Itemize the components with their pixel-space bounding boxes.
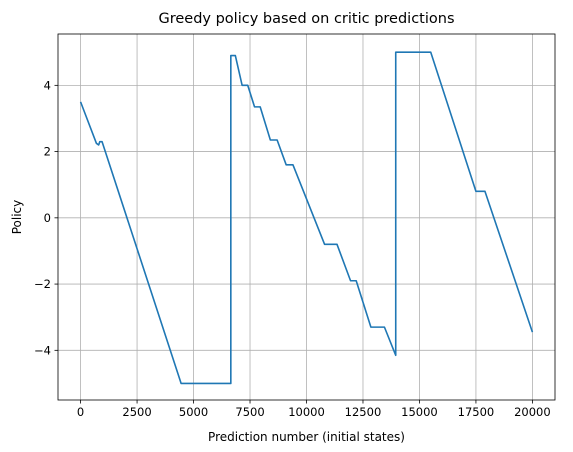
y-tick-label: 2 [44,145,51,159]
y-axis-label: Policy [10,200,24,235]
y-tick-label: −4 [34,343,51,357]
x-tick-label: 7500 [235,405,264,419]
x-tick-label: 20000 [514,405,551,419]
x-tick-label: 12500 [345,405,382,419]
y-tick-label: 4 [44,78,51,92]
x-tick-label: 5000 [179,405,208,419]
chart-title: Greedy policy based on critic prediction… [158,11,454,27]
ticks: 0 2500 5000 7500 10000 12500 15000 17500 20000 −4… [34,78,551,419]
x-tick-label: 17500 [458,405,495,419]
x-tick-label: 10000 [288,405,325,419]
x-tick-label: 2500 [122,405,151,419]
x-axis-label: Prediction number (initial states) [208,430,405,444]
x-tick-label: 15000 [401,405,438,419]
series-layer [79,51,534,385]
grid [58,34,555,400]
x-tick-label: 0 [77,405,84,419]
y-tick-label: −2 [34,277,51,291]
y-tick-label: 0 [44,211,51,225]
policy-series-line [79,51,534,385]
